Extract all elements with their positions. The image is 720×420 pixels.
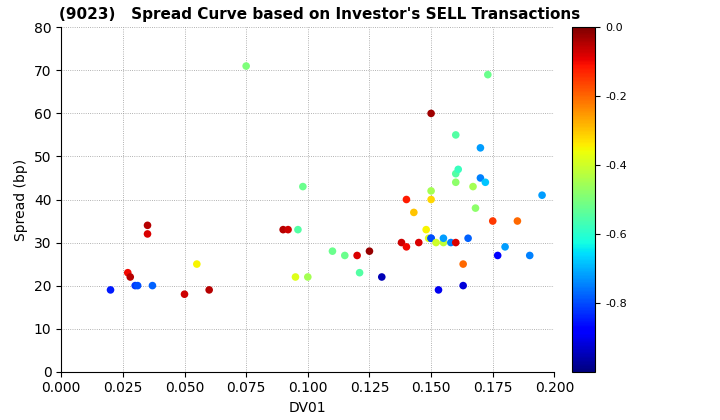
Point: [400, 244, 412, 250]
Point: [400, 196, 412, 203]
Point: [122, 269, 133, 276]
Point: [431, 239, 442, 246]
Point: [524, 252, 536, 259]
Text: (9023)   Spread Curve based on Investor's SELL Transactions: (9023) Spread Curve based on Investor's …: [59, 7, 580, 22]
Point: [142, 222, 153, 228]
Point: [191, 261, 202, 268]
Point: [423, 235, 434, 242]
Point: [457, 261, 469, 268]
Point: [396, 239, 408, 246]
Point: [289, 274, 301, 281]
Point: [450, 239, 462, 246]
Point: [204, 286, 215, 293]
Point: [420, 226, 432, 233]
Point: [277, 226, 289, 233]
Point: [426, 187, 437, 194]
Point: [474, 144, 486, 151]
Point: [130, 282, 141, 289]
Point: [282, 226, 294, 233]
Point: [469, 205, 481, 211]
Point: [480, 179, 491, 186]
Point: [438, 235, 449, 242]
Point: [512, 218, 523, 224]
Point: [292, 226, 304, 233]
Point: [487, 218, 498, 224]
Point: [452, 166, 464, 173]
Point: [408, 209, 420, 216]
Point: [132, 282, 143, 289]
Point: [327, 248, 338, 255]
Point: [105, 286, 117, 293]
Point: [450, 179, 462, 186]
Point: [426, 196, 437, 203]
Point: [450, 131, 462, 138]
Point: [492, 252, 503, 259]
Point: [125, 274, 136, 281]
Point: [445, 239, 456, 246]
Point: [426, 235, 437, 242]
Point: [433, 286, 444, 293]
Point: [302, 274, 314, 281]
Point: [179, 291, 190, 297]
Point: [376, 274, 387, 281]
Point: [482, 71, 494, 78]
Point: [536, 192, 548, 199]
Point: [297, 183, 309, 190]
Point: [147, 282, 158, 289]
Point: [142, 231, 153, 237]
Point: [426, 235, 437, 242]
Point: [413, 239, 425, 246]
Point: [438, 239, 449, 246]
Point: [474, 175, 486, 181]
Point: [467, 183, 479, 190]
Point: [450, 171, 462, 177]
Point: [462, 235, 474, 242]
Point: [339, 252, 351, 259]
Point: [426, 110, 437, 117]
Y-axis label: Spread (bp): Spread (bp): [14, 158, 28, 241]
Point: [364, 248, 375, 255]
Point: [354, 269, 365, 276]
Point: [457, 282, 469, 289]
Point: [500, 244, 511, 250]
Point: [351, 252, 363, 259]
X-axis label: DV01: DV01: [289, 401, 327, 415]
Point: [240, 63, 252, 69]
